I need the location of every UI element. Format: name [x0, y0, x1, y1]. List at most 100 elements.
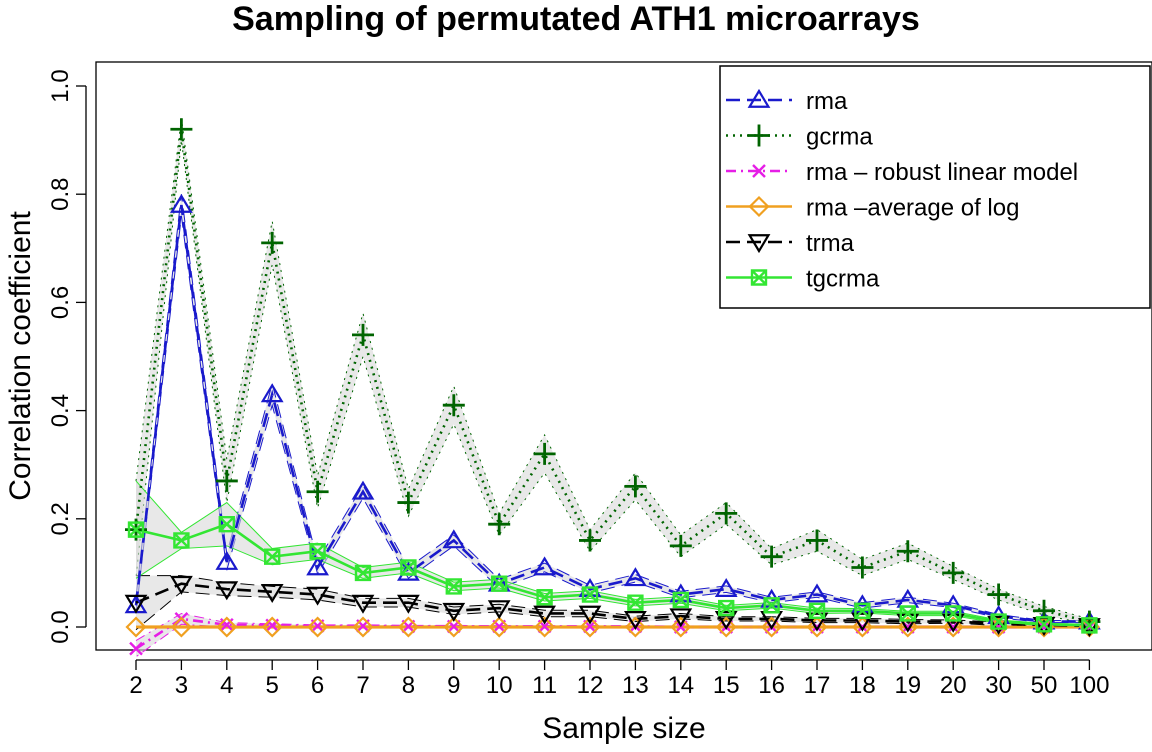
- x-tick-label: 50: [1031, 672, 1058, 699]
- point-trma: [260, 583, 284, 603]
- x-tick-label: 16: [758, 672, 785, 699]
- x-tick-label: 11: [532, 672, 557, 699]
- point-rma: [624, 567, 647, 587]
- legend-marker-rma-average-of-log: [748, 195, 770, 218]
- y-tick-label: 1.0: [47, 69, 74, 102]
- point-trma: [397, 594, 420, 614]
- series-line-trma: [135, 582, 1090, 628]
- y-tick-label: 0.4: [47, 394, 74, 427]
- legend-marker-tgcrma: [750, 269, 768, 286]
- series-line-rma: [134, 204, 1090, 623]
- point-rma: [306, 556, 329, 576]
- point-trma: [442, 602, 466, 622]
- y-tick-label: 0.0: [47, 610, 74, 643]
- legend-label-rma-average-of-log: rma –average of log: [806, 195, 1019, 222]
- point-trma: [578, 605, 602, 625]
- band-upper-rma: [135, 194, 1090, 622]
- point-gcrma: [352, 323, 374, 346]
- point-trma: [306, 586, 329, 606]
- x-tick-label: 30: [985, 672, 1012, 699]
- point-gcrma: [806, 529, 828, 552]
- point-rma: [170, 193, 193, 213]
- x-tick-label: 8: [402, 672, 415, 699]
- point-gcrma: [851, 556, 874, 579]
- y-tick-label: 0.6: [47, 286, 74, 319]
- point-tgcrma: [627, 594, 644, 611]
- x-tick-label: 2: [129, 672, 142, 699]
- x-tick-label: 13: [622, 672, 649, 699]
- point-rma-average-of-log: [851, 616, 873, 638]
- point-gcrma: [579, 529, 601, 552]
- legend-label-rma: rma: [806, 88, 848, 115]
- y-axis-label: Correlation coefficient: [4, 211, 37, 501]
- point-gcrma: [397, 491, 420, 514]
- point-tgcrma: [899, 605, 916, 622]
- point-tgcrma: [218, 516, 235, 533]
- point-gcrma: [669, 534, 692, 557]
- point-tgcrma: [945, 605, 962, 622]
- point-tgcrma: [173, 532, 190, 549]
- x-tick-label: 6: [311, 672, 324, 699]
- point-gcrma: [306, 480, 329, 503]
- point-tgcrma: [264, 548, 281, 565]
- x-tick-label: 14: [667, 672, 694, 699]
- x-tick-label: 10: [486, 672, 513, 699]
- point-trma: [805, 612, 829, 632]
- point-trma: [487, 600, 511, 620]
- point-trma: [714, 611, 738, 631]
- x-tick-label: 4: [220, 672, 233, 699]
- point-tgcrma: [354, 564, 372, 582]
- point-trma: [215, 581, 239, 601]
- band-upper-tgcrma: [135, 480, 1090, 625]
- legend-marker-rma: [747, 88, 771, 108]
- point-gcrma: [942, 561, 965, 584]
- legend-marker-rma-robust-linear-model: [752, 164, 766, 178]
- point-tgcrma: [1081, 617, 1098, 634]
- point-tgcrma: [400, 559, 417, 576]
- x-tick-label: 7: [356, 672, 369, 699]
- point-rma: [260, 383, 284, 403]
- point-rma-average-of-log: [715, 616, 737, 638]
- point-trma: [851, 612, 874, 632]
- point-rma-average-of-log: [125, 616, 147, 638]
- point-tgcrma: [718, 599, 735, 617]
- point-trma: [170, 575, 193, 595]
- legend-box: [719, 65, 1151, 309]
- band-lower-rma: [135, 215, 1090, 624]
- legend-label-gcrma: gcrma: [806, 124, 873, 151]
- point-rma-average-of-log: [897, 616, 919, 638]
- point-tgcrma: [491, 575, 508, 592]
- x-tick-label: 100: [1069, 672, 1109, 699]
- point-gcrma: [170, 118, 193, 141]
- x-axis-label: Sample size: [542, 712, 705, 745]
- point-rma: [215, 550, 239, 570]
- x-tick-label: 3: [175, 672, 188, 699]
- point-trma: [351, 594, 375, 614]
- x-tick-label: 17: [804, 672, 831, 699]
- x-tick-label: 19: [894, 672, 921, 699]
- point-rma-average-of-log: [670, 616, 692, 638]
- point-rma-average-of-log: [488, 616, 510, 638]
- point-rma-average-of-log: [352, 616, 374, 638]
- point-tgcrma: [309, 543, 326, 560]
- point-tgcrma: [127, 521, 145, 538]
- band-lower-gcrma: [135, 140, 1090, 625]
- y-tick-label: 0.8: [47, 178, 74, 211]
- point-rma-average-of-log: [443, 616, 465, 638]
- point-rma-average-of-log: [216, 616, 238, 638]
- point-gcrma: [488, 513, 511, 536]
- point-tgcrma: [808, 602, 826, 619]
- x-tick-label: 12: [577, 672, 604, 699]
- point-trma: [624, 611, 647, 631]
- legend-marker-trma: [747, 234, 771, 254]
- point-tgcrma: [536, 589, 553, 606]
- point-gcrma: [215, 469, 238, 492]
- legend-label-tgcrma: tgcrma: [806, 266, 880, 293]
- point-rma: [351, 480, 375, 500]
- chart-title: Sampling of permutated ATH1 microarrays: [232, 0, 920, 38]
- point-gcrma: [533, 442, 556, 465]
- point-trma: [669, 608, 693, 628]
- point-tgcrma: [672, 591, 689, 609]
- point-rma-average-of-log: [534, 616, 556, 638]
